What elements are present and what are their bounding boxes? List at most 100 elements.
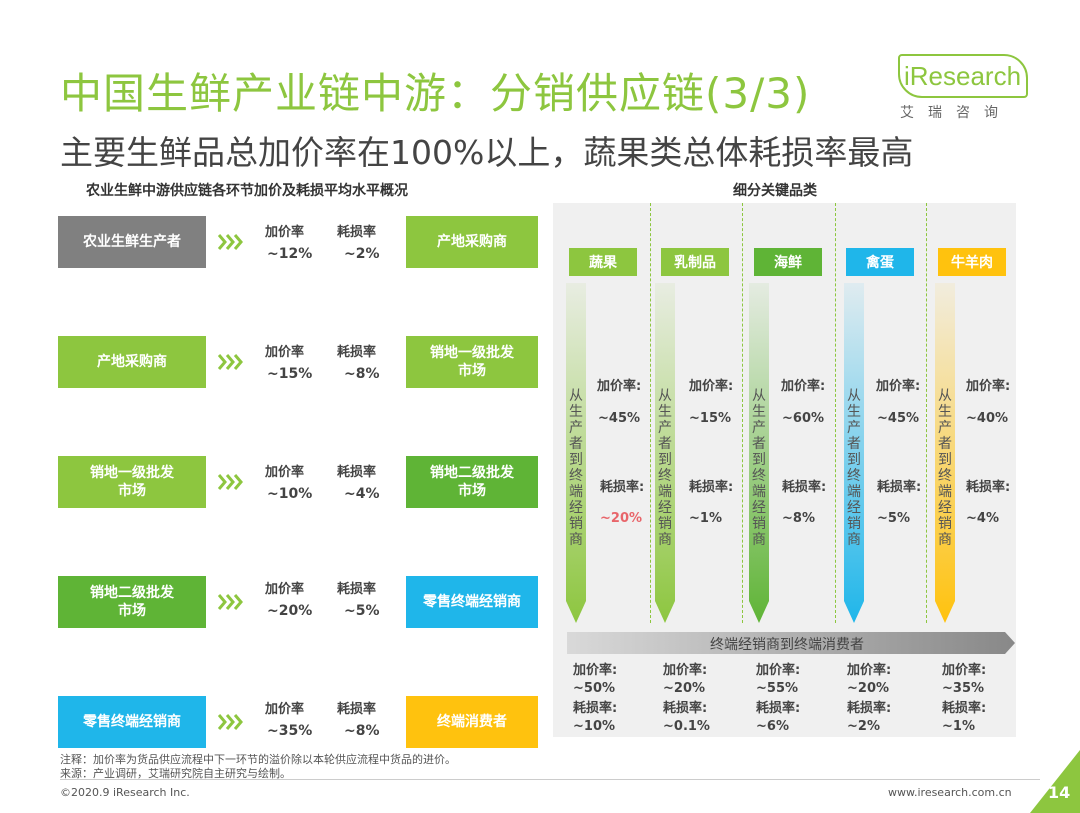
retail-markup-value: ~50% [573,681,616,696]
stage-to-box: 销地一级批发 市场 [406,336,538,388]
retail-markup-value: ~55% [756,681,799,696]
flow-text: 从生产者到终端经销商 [658,388,672,548]
retail-loss-label: 耗损率: [663,701,708,716]
loss-label: 耗损率: [600,480,645,495]
flow-arrow-icon [935,283,955,623]
retail-markup-label: 加价率: [663,663,708,678]
markup-value: ~60% [782,411,825,426]
column-divider [926,203,927,623]
markup-label: 加价率 [265,702,305,717]
stage-from-box: 销地一级批发 市场 [58,456,206,508]
stage-to-box: 终端消费者 [406,696,538,748]
loss-value: ~8% [782,511,815,526]
logo-text: iResearch [904,61,1022,91]
retail-markup-label: 加价率: [847,663,892,678]
flow-text: 从生产者到终端经销商 [569,388,583,548]
retail-markup-value: ~35% [942,681,985,696]
flow-arrow-icon [749,283,769,623]
column-divider [835,203,836,623]
loss-value: ~5% [344,603,380,619]
chevron-right-icon [218,234,243,250]
retail-markup-value: ~20% [847,681,890,696]
markup-value: ~20% [267,603,313,619]
loss-value: ~5% [877,511,910,526]
chevron-right-icon [218,354,243,370]
loss-value: ~8% [344,723,380,739]
markup-label: 加价率: [966,379,1011,394]
markup-label: 加价率 [265,582,305,597]
markup-label: 加价率 [265,225,305,240]
flow-text: 从生产者到终端经销商 [847,388,861,548]
markup-value: ~15% [267,366,313,382]
loss-value: ~4% [966,511,999,526]
flow-arrow-icon [655,283,675,623]
source-note: 来源：产业调研，艾瑞研究院自主研究与绘制。 [60,767,291,780]
flow-text: 从生产者到终端经销商 [938,388,952,548]
loss-value: ~20% [600,511,643,526]
retail-loss-label: 耗损率: [756,701,801,716]
flow-arrow-icon [566,283,586,623]
loss-label: 耗损率 [337,465,377,480]
retail-loss-value: ~6% [756,719,789,734]
retail-loss-label: 耗损率: [573,701,618,716]
column-divider [650,203,651,623]
retail-band-arrow-icon [567,632,1015,654]
retail-markup-value: ~20% [663,681,706,696]
retail-loss-label: 耗损率: [847,701,892,716]
markup-value: ~35% [267,723,313,739]
markup-value: ~45% [598,411,641,426]
loss-label: 耗损率: [689,480,734,495]
markup-label: 加价率: [689,379,734,394]
retail-loss-value: ~0.1% [663,719,710,734]
chevron-right-icon [218,714,243,730]
copyright: ©2020.9 iResearch Inc. [60,786,190,799]
markup-label: 加价率: [597,379,642,394]
iresearch-logo: iResearch 艾瑞咨询 [888,54,1038,124]
loss-label: 耗损率: [877,480,922,495]
flow-arrow-icon [844,283,864,623]
markup-label: 加价率 [265,465,305,480]
retail-loss-value: ~2% [847,719,880,734]
markup-value: ~12% [267,246,313,262]
markup-value: ~45% [877,411,920,426]
retail-markup-label: 加价率: [573,663,618,678]
category-label: 禽蛋 [846,248,914,276]
column-divider [742,203,743,623]
stage-from-box: 零售终端经销商 [58,696,206,748]
category-label: 海鲜 [754,248,822,276]
logo-frame [898,54,1028,98]
page-title: 中国生鲜产业链中游：分销供应链(3/3) [60,69,811,118]
logo-subtext: 艾瑞咨询 [900,105,1012,121]
stage-to-box: 销地二级批发 市场 [406,456,538,508]
markup-label: 加价率 [265,345,305,360]
loss-label: 耗损率 [337,345,377,360]
loss-value: ~4% [344,486,380,502]
markup-value: ~10% [267,486,313,502]
page-corner-shape [1030,750,1080,813]
category-label: 牛羊肉 [938,248,1006,276]
retail-loss-value: ~10% [573,719,616,734]
stage-from-box: 销地二级批发 市场 [58,576,206,628]
category-label: 蔬果 [569,248,637,276]
footer-divider [60,779,1040,780]
flow-text: 从生产者到终端经销商 [752,388,766,548]
loss-value: ~2% [344,246,380,262]
page-number: 14 [1048,783,1071,802]
stage-to-box: 零售终端经销商 [406,576,538,628]
category-label: 乳制品 [661,248,729,276]
stage-to-box: 产地采购商 [406,216,538,268]
loss-label: 耗损率: [782,480,827,495]
website-link[interactable]: www.iresearch.com.cn [888,786,1012,799]
page-subtitle: 主要生鲜品总加价率在100%以上，蔬果类总体耗损率最高 [60,133,914,172]
markup-value: ~15% [689,411,732,426]
loss-label: 耗损率 [337,225,377,240]
loss-value: ~8% [344,366,380,382]
right-section-title: 细分关键品类 [733,183,817,199]
retail-markup-label: 加价率: [756,663,801,678]
loss-label: 耗损率: [966,480,1011,495]
markup-label: 加价率: [876,379,921,394]
left-section-title: 农业生鲜中游供应链各环节加价及耗损平均水平概况 [86,183,408,199]
loss-label: 耗损率 [337,582,377,597]
markup-value: ~40% [966,411,1009,426]
stage-from-box: 产地采购商 [58,336,206,388]
